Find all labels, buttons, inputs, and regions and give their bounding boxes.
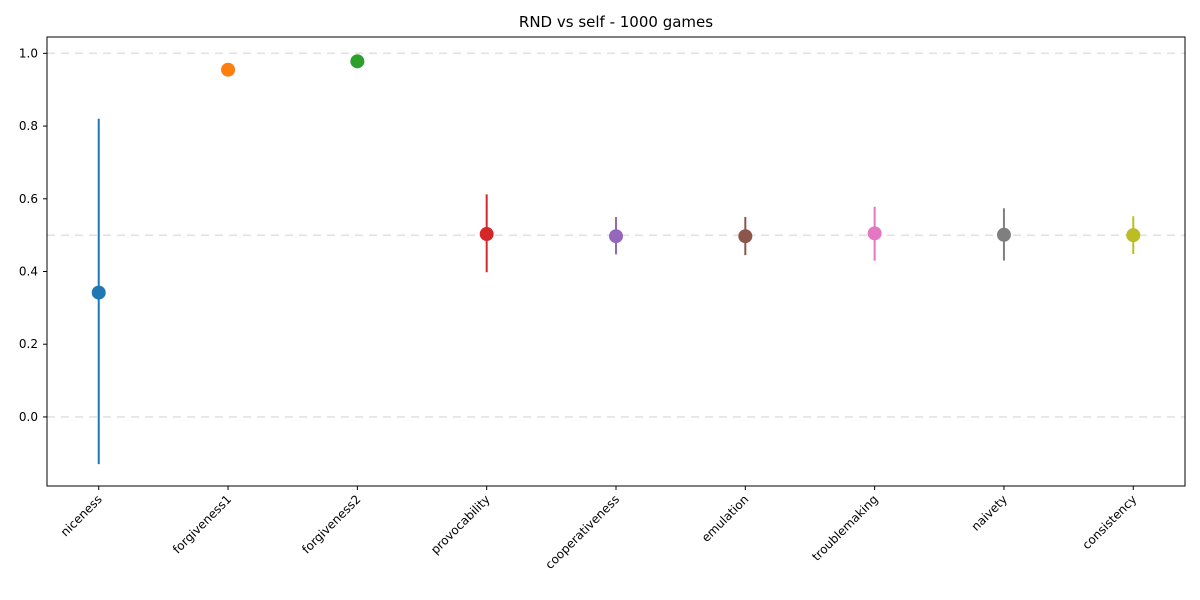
- chart-title: RND vs self - 1000 games: [519, 13, 713, 31]
- x-tick-label-cooperativeness: cooperativeness: [543, 492, 623, 572]
- point-troublemaking: [867, 226, 882, 241]
- y-tick-label: 0.8: [19, 119, 38, 133]
- x-tick-label-forgiveness2: forgiveness2: [299, 492, 363, 556]
- y-tick-label: 0.4: [19, 264, 38, 278]
- point-emulation: [738, 229, 753, 244]
- x-tick-label-niceness: niceness: [58, 492, 105, 539]
- reference-lines: [47, 52, 1185, 418]
- y-tick-label: 1.0: [19, 46, 38, 60]
- point-forgiveness1: [221, 62, 236, 77]
- x-tick-label-troublemaking: troublemaking: [809, 492, 881, 564]
- plot-frame: [46, 36, 1186, 487]
- x-axis: niceness forgiveness1 forgiveness2 provocab…: [58, 486, 1139, 572]
- x-tick-label-naivety: naivety: [969, 492, 1010, 533]
- x-tick-label-provocability: provocability: [428, 492, 493, 557]
- y-tick-label: 0.6: [19, 192, 38, 206]
- point-provocability: [479, 227, 494, 242]
- x-tick-label-forgiveness1: forgiveness1: [170, 492, 234, 556]
- point-forgiveness2: [350, 54, 365, 69]
- point-niceness: [91, 285, 106, 300]
- y-tick-label: 0.0: [19, 410, 38, 424]
- y-tick-label: 0.2: [19, 337, 38, 351]
- x-tick-label-emulation: emulation: [699, 492, 752, 545]
- data-marks: [91, 54, 1141, 465]
- point-cooperativeness: [609, 229, 623, 244]
- x-tick-label-consistency: consistency: [1079, 492, 1139, 552]
- point-consistency: [1126, 228, 1141, 243]
- y-axis: 0.0 0.2 0.4 0.6 0.8 1.0: [19, 46, 47, 424]
- point-naivety: [996, 227, 1011, 242]
